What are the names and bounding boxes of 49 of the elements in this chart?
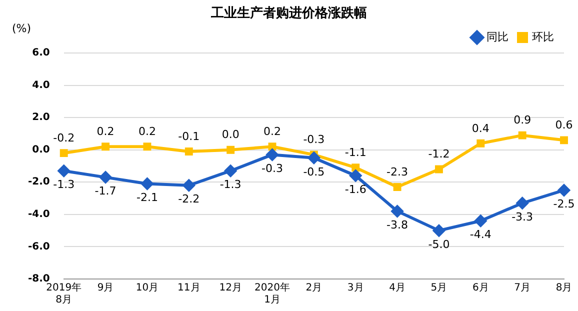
y-tick-label: 4.0 (32, 80, 50, 91)
x-tick-label: 11月 (178, 282, 200, 294)
x-tick-label: 5月 (430, 282, 448, 294)
y-tick-label: -2.0 (28, 176, 50, 188)
data-label: -0.3 (262, 162, 283, 176)
data-label: -2.1 (136, 191, 158, 204)
data-label: -2.2 (178, 192, 200, 206)
legend-label: 环比 (532, 30, 554, 44)
data-label: -3.3 (512, 210, 534, 224)
y-tick-label: -6.0 (28, 241, 50, 252)
data-label: -1.2 (428, 148, 450, 161)
data-label: -0.3 (303, 133, 325, 146)
x-tick-label: 8月 (556, 282, 572, 294)
x-tick-label: 3月 (347, 282, 364, 294)
data-label: 0.2 (96, 124, 114, 138)
data-label: -5.0 (428, 238, 450, 251)
chart-title: 工业生产者购进价格涨跌幅 (210, 4, 368, 22)
x-tick-label: 2月 (306, 282, 322, 294)
data-label: -1.3 (220, 178, 242, 192)
legend-label: 同比 (486, 30, 508, 44)
y-tick-label: 6.0 (32, 48, 50, 59)
data-label: 0.9 (514, 114, 532, 127)
y-tick-label: 0.0 (32, 144, 50, 156)
data-label: -1.3 (53, 178, 75, 192)
data-label: -1.6 (344, 183, 366, 196)
data-label: -1.7 (94, 184, 116, 198)
data-label: -4.4 (470, 228, 492, 242)
data-label: -2.3 (386, 165, 408, 178)
data-label: -2.5 (553, 198, 575, 211)
data-label: -0.2 (53, 131, 75, 144)
x-tick-label: 6月 (472, 282, 489, 294)
x-tick-label: 4月 (389, 282, 406, 294)
y-axis-title: (%) (12, 22, 32, 35)
x-tick-label: 12月 (219, 282, 242, 294)
data-label: -1.1 (344, 146, 366, 159)
data-label: -0.1 (178, 130, 200, 143)
y-tick-label: 2.0 (32, 112, 50, 124)
data-label: 0.2 (138, 124, 156, 138)
x-tick-label: 10月 (136, 282, 159, 294)
data-label: -0.5 (303, 165, 325, 178)
y-tick-label: -4.0 (28, 209, 50, 220)
data-label: 0.2 (264, 124, 282, 138)
data-label: 0.4 (472, 122, 490, 135)
data-label: -3.8 (386, 218, 408, 232)
x-tick-label: 7月 (514, 282, 531, 294)
data-label: 0.6 (555, 118, 573, 132)
data-label: 0.0 (222, 128, 240, 142)
x-tick-label: 9月 (97, 282, 114, 294)
x-tick-label: 2020年 1月 (254, 282, 290, 306)
